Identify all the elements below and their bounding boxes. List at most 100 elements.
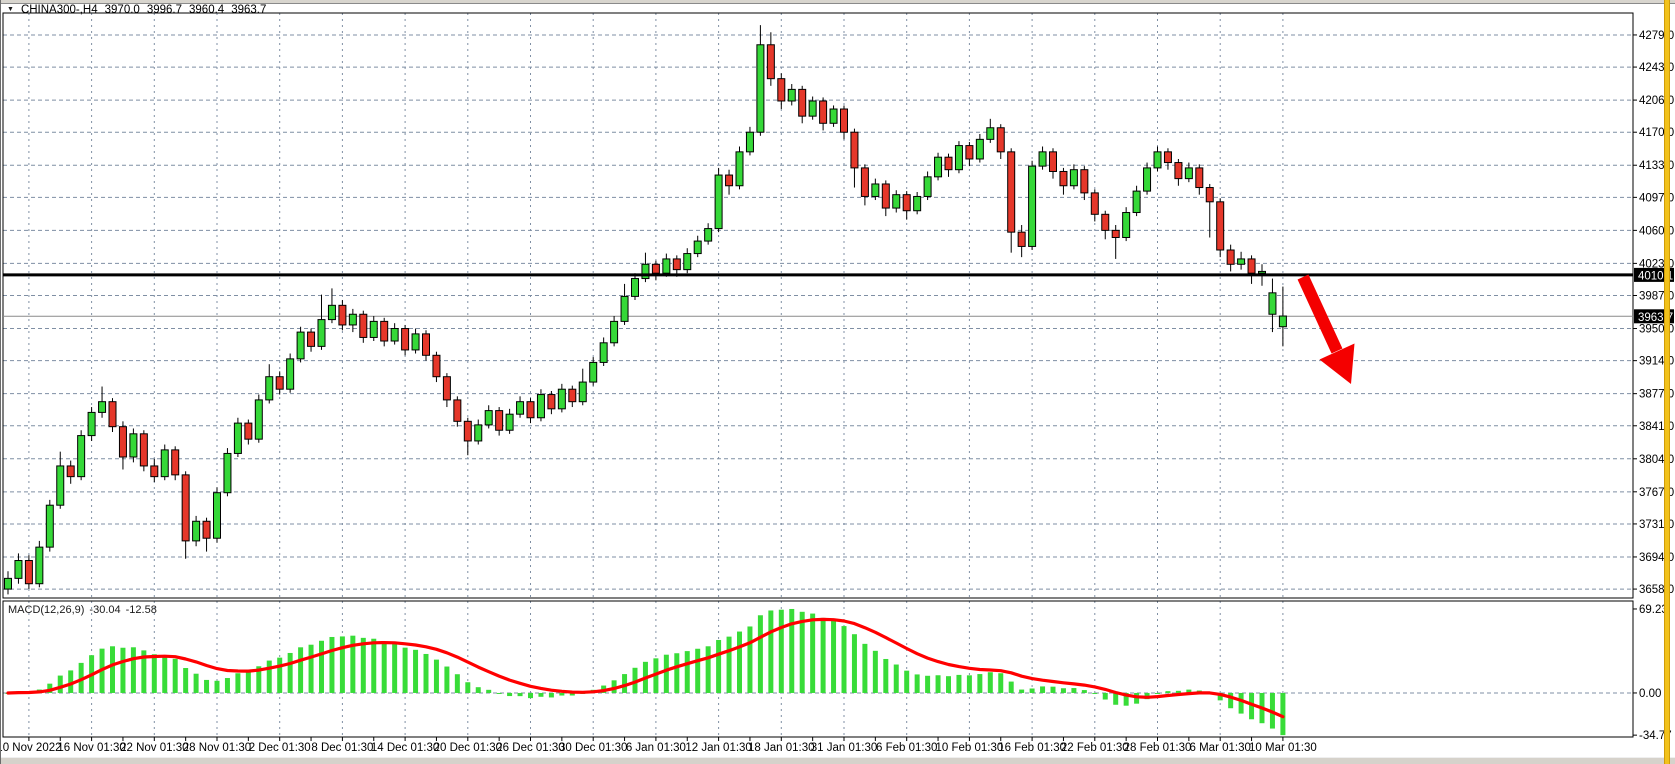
candle-up[interactable] xyxy=(192,520,201,542)
candle-down[interactable] xyxy=(202,520,211,539)
candle-up[interactable] xyxy=(662,258,671,274)
candle-up[interactable] xyxy=(631,278,639,297)
candle-down[interactable] xyxy=(1226,249,1235,265)
candle-up[interactable] xyxy=(954,145,963,171)
arrow-head[interactable] xyxy=(1319,343,1355,385)
candle-up[interactable] xyxy=(1122,212,1131,239)
candle-up[interactable] xyxy=(892,194,901,209)
candle-down[interactable] xyxy=(819,100,828,124)
candle-up[interactable] xyxy=(77,435,86,478)
candle-up[interactable] xyxy=(1184,167,1193,180)
candle-down[interactable] xyxy=(526,401,535,419)
candle-down[interactable] xyxy=(798,88,807,117)
candle-down[interactable] xyxy=(380,320,389,342)
candle-down[interactable] xyxy=(275,376,284,390)
candle-down[interactable] xyxy=(66,465,75,478)
candle-up[interactable] xyxy=(1143,167,1152,192)
candle-up[interactable] xyxy=(1258,270,1266,274)
candle-down[interactable] xyxy=(24,560,33,585)
candle-up[interactable] xyxy=(327,304,336,321)
candle-up[interactable] xyxy=(735,151,744,187)
candle-down[interactable] xyxy=(1163,151,1172,164)
candle-up[interactable] xyxy=(160,449,169,478)
candle-down[interactable] xyxy=(307,331,316,347)
candle-up[interactable] xyxy=(45,504,54,548)
candle-down[interactable] xyxy=(965,145,974,160)
candle-down[interactable] xyxy=(944,156,953,171)
candle-up[interactable] xyxy=(610,320,619,344)
candle-down[interactable] xyxy=(840,108,848,133)
candle-up[interactable] xyxy=(1028,165,1037,247)
candle-down[interactable] xyxy=(881,183,890,209)
candle-down[interactable] xyxy=(672,258,681,271)
candle-up[interactable] xyxy=(829,108,838,124)
candle-down[interactable] xyxy=(442,376,451,401)
candle-up[interactable] xyxy=(589,361,598,383)
candle-down[interactable] xyxy=(401,328,410,351)
candle-up[interactable] xyxy=(787,88,796,102)
candle-up[interactable] xyxy=(1038,151,1047,167)
candle-down[interactable] xyxy=(1080,169,1089,194)
candle-up[interactable] xyxy=(745,131,754,153)
candle-down[interactable] xyxy=(181,474,190,542)
candle-up[interactable] xyxy=(578,381,587,403)
arrow-shaft[interactable] xyxy=(1297,274,1343,354)
candle-down[interactable] xyxy=(1205,187,1214,203)
candle-up[interactable] xyxy=(557,388,566,410)
candle-down[interactable] xyxy=(1195,167,1204,189)
candle-down[interactable] xyxy=(150,465,159,478)
candle-down[interactable] xyxy=(432,354,441,378)
candle-up[interactable] xyxy=(975,138,984,160)
macd-pane[interactable] xyxy=(2,600,1634,738)
candle-up[interactable] xyxy=(296,331,305,360)
candle-up[interactable] xyxy=(913,195,922,212)
candle-down[interactable] xyxy=(725,174,734,187)
candle-up[interactable] xyxy=(756,44,765,133)
candle-up[interactable] xyxy=(1268,292,1277,315)
candle-up[interactable] xyxy=(348,313,357,326)
candle-up[interactable] xyxy=(516,401,525,415)
candle-down[interactable] xyxy=(547,394,556,410)
candle-down[interactable] xyxy=(139,433,148,467)
candle-down[interactable] xyxy=(850,131,859,169)
candle-up[interactable] xyxy=(369,320,378,338)
candle-up[interactable] xyxy=(484,410,493,426)
candle-up[interactable] xyxy=(871,183,880,197)
candle-up[interactable] xyxy=(213,492,221,539)
candle-up[interactable] xyxy=(620,295,629,322)
candle-up[interactable] xyxy=(1237,258,1246,265)
candle-up[interactable] xyxy=(4,577,12,590)
candle-down[interactable] xyxy=(1216,201,1225,251)
candle-up[interactable] xyxy=(986,127,995,140)
candle-up[interactable] xyxy=(35,546,44,585)
macd-indicator[interactable] xyxy=(5,608,1286,736)
candle-up[interactable] xyxy=(411,333,420,351)
candle-down[interactable] xyxy=(568,388,577,403)
candle-up[interactable] xyxy=(474,424,483,442)
candle-up[interactable] xyxy=(223,452,232,494)
chart-dropdown-icon[interactable]: ▼ xyxy=(7,5,14,13)
candle-up[interactable] xyxy=(317,319,326,347)
candle-up[interactable] xyxy=(98,401,107,413)
candle-down[interactable] xyxy=(766,44,775,80)
candle-up[interactable] xyxy=(693,240,702,255)
candle-up[interactable] xyxy=(599,342,608,363)
candle-down[interactable] xyxy=(1049,151,1057,172)
candle-down[interactable] xyxy=(422,333,430,356)
candle-up[interactable] xyxy=(87,411,96,437)
candle-up[interactable] xyxy=(536,394,545,419)
candle-up[interactable] xyxy=(265,376,274,401)
candle-up[interactable] xyxy=(704,228,713,242)
candle-down[interactable] xyxy=(996,127,1005,153)
candle-up[interactable] xyxy=(808,100,817,117)
candle-down[interactable] xyxy=(463,420,472,442)
candle-down[interactable] xyxy=(902,194,911,212)
candles[interactable] xyxy=(4,25,1287,595)
candle-up[interactable] xyxy=(1278,315,1287,328)
candle-up[interactable] xyxy=(129,433,138,458)
candle-up[interactable] xyxy=(1153,151,1162,169)
candle-down[interactable] xyxy=(1101,213,1110,231)
candle-up[interactable] xyxy=(254,399,263,440)
candle-down[interactable] xyxy=(244,422,253,440)
